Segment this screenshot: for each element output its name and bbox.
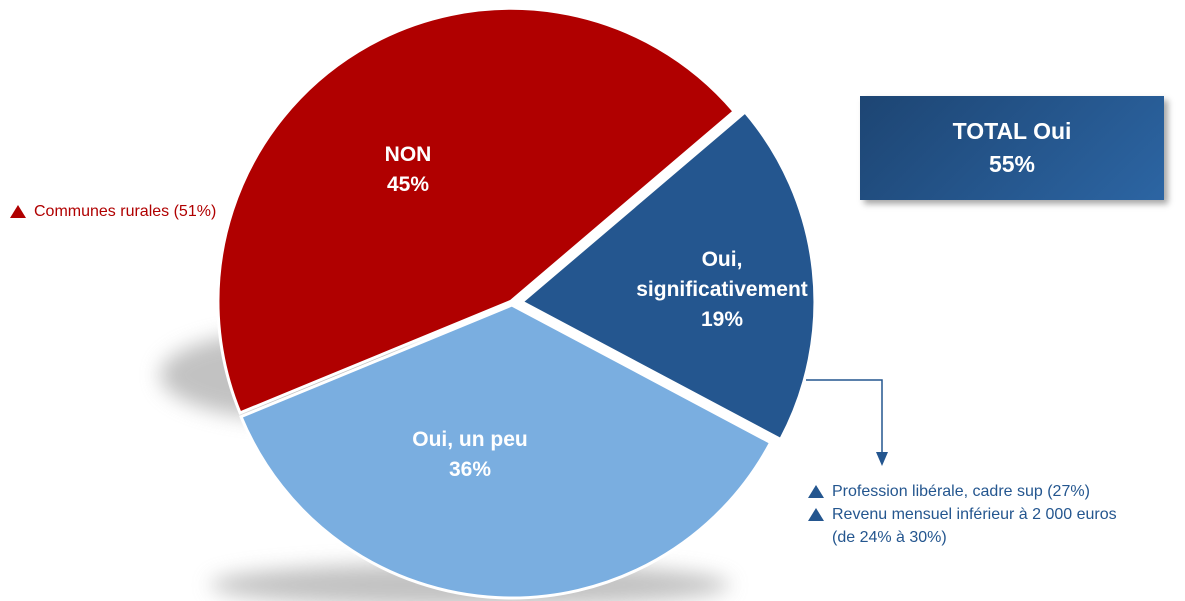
total-box: TOTAL Oui 55% [860, 96, 1164, 200]
note-item: Revenu mensuel inférieur à 2 000 euros (… [806, 503, 1142, 549]
slice-label: Oui, significativement 19% [636, 245, 808, 335]
note-text: Profession libérale, cadre sup (27%) [832, 483, 1090, 500]
note-item: Profession libérale, cadre sup (27%) [806, 480, 1185, 503]
slice-label: Oui, un peu 36% [412, 425, 528, 485]
value-label: 36% [448, 458, 492, 481]
category-label: Oui, significativement [636, 248, 808, 301]
note: Communes rurales (51%) [8, 200, 248, 223]
note-text: Revenu mensuel inférieur à 2 000 euros (… [832, 506, 1117, 546]
slice [519, 109, 817, 442]
note: Profession libérale, cadre sup (27%) Rev… [806, 480, 1185, 549]
category-label: Oui, un peu [412, 428, 528, 451]
triangle [808, 508, 824, 521]
value-label: 45% [386, 173, 430, 196]
slice-label: NON 45% [385, 140, 432, 200]
value-label: 19% [700, 308, 744, 331]
note-text: Communes rurales (51%) [34, 203, 217, 220]
slice [216, 6, 737, 415]
triangle [808, 485, 824, 498]
triangle [10, 205, 26, 218]
total-value: 55% [988, 151, 1036, 177]
category-label: NON [384, 143, 432, 166]
slice [239, 303, 773, 600]
total-label: TOTAL Oui [952, 118, 1072, 144]
connector [806, 379, 883, 455]
note-item: Communes rurales (51%) [8, 200, 248, 223]
arrowhead [876, 452, 888, 466]
